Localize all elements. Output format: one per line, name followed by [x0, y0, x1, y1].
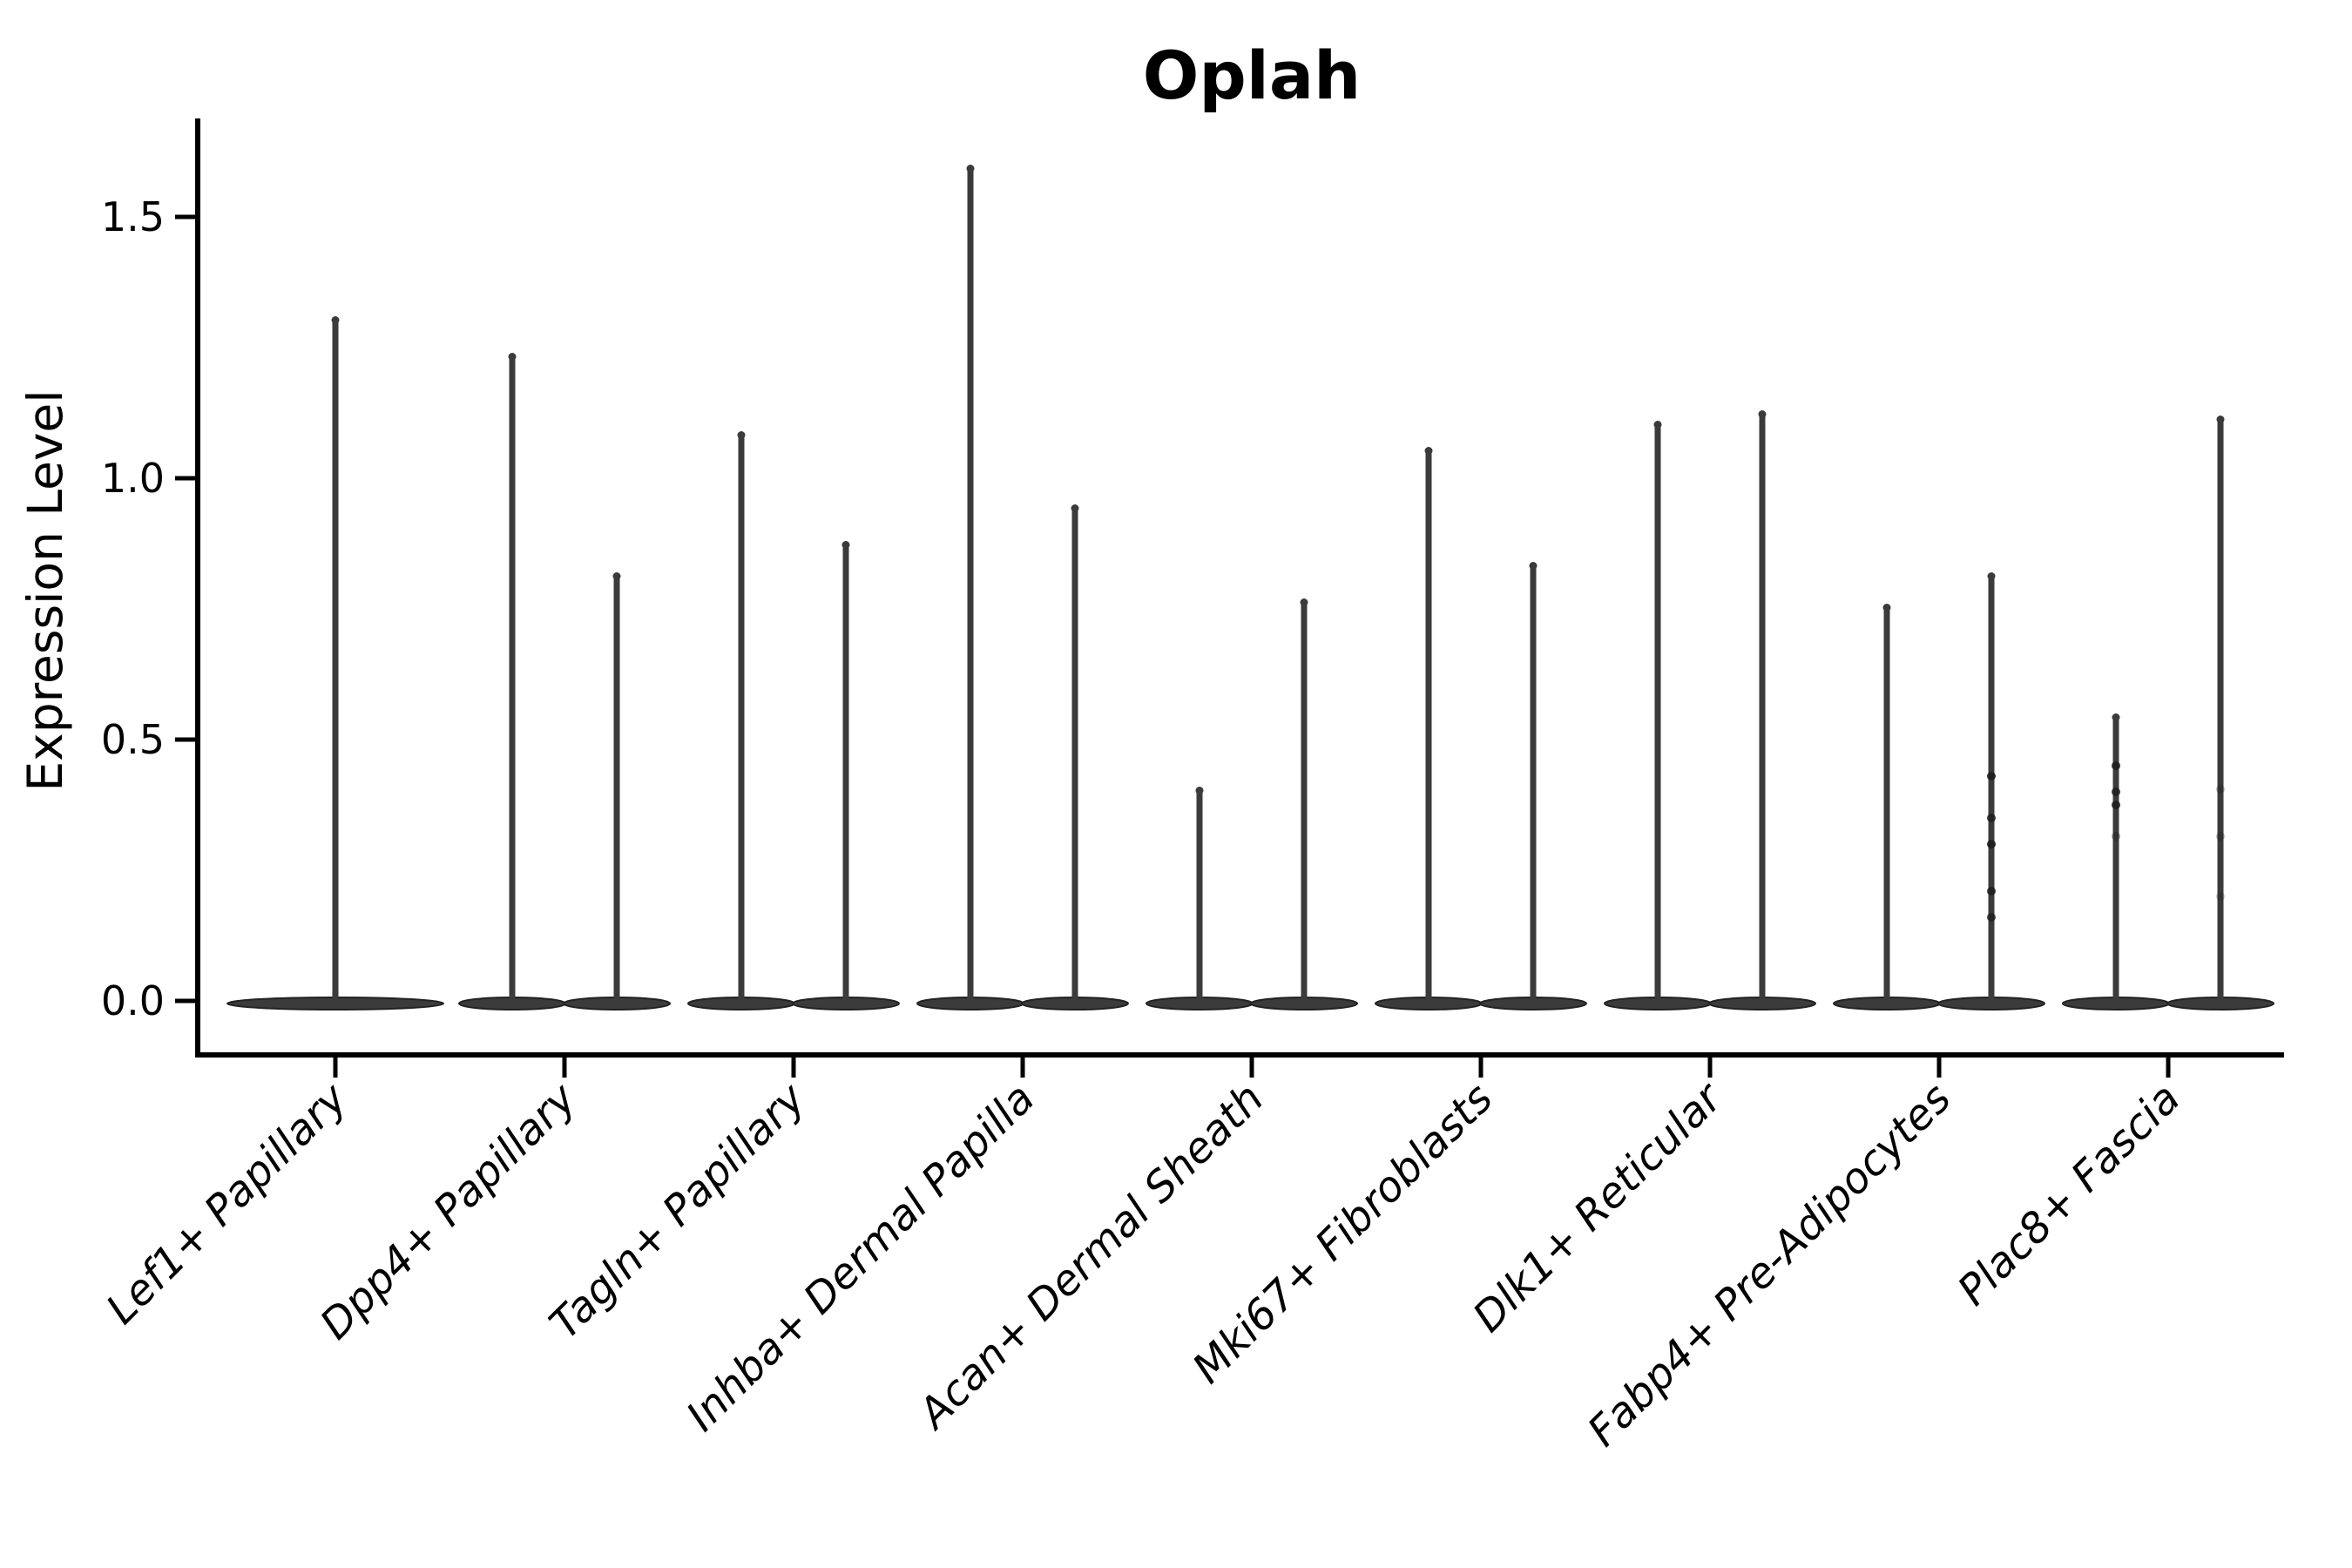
violin-group [2062, 416, 2274, 1010]
y-tick-label: 0.5 [101, 716, 165, 763]
x-tick-label: Plac8+ Fascia [1949, 1074, 2190, 1315]
violin-group [916, 165, 1129, 1010]
x-tick-label: Dlk1+ Reticular [1463, 1072, 1734, 1342]
cell-point [1987, 772, 1996, 781]
violin-tip [2112, 713, 2120, 721]
cell-point [1987, 913, 1996, 922]
violin-group [1146, 598, 1358, 1010]
cell-point [1987, 887, 1996, 896]
x-tick-label: Dpp4+ Papillary [311, 1073, 586, 1348]
violin-tip [1195, 787, 1204, 794]
violin-tip [1071, 504, 1079, 512]
violin-tip [966, 165, 975, 172]
x-tick-label: Lef1+ Papillary [97, 1073, 357, 1334]
violin-tip [508, 353, 517, 361]
violin-group [1375, 447, 1587, 1010]
cell-point [1987, 840, 1996, 848]
cell-point [2112, 801, 2120, 809]
cell-point [2112, 761, 2120, 770]
cell-point [1987, 814, 1996, 822]
y-tick-label: 0.0 [101, 977, 165, 1024]
y-axis-ticks: 1.5 1.0 0.5 0.0 [101, 193, 198, 1024]
violin-tip [331, 316, 340, 324]
cell-point [2216, 892, 2225, 901]
violin-group [226, 316, 444, 1010]
violin-tip [737, 431, 746, 439]
cell-point [2112, 787, 2120, 796]
violin-tip [1424, 447, 1433, 455]
violin-group [1833, 572, 2045, 1010]
violin-tip [1653, 421, 1662, 429]
y-tick-label: 1.5 [101, 193, 165, 240]
x-axis-ticks [333, 1055, 2171, 1078]
violin-group [1604, 410, 1816, 1010]
violin-tip [1529, 562, 1538, 570]
x-tick-label: Fabp4+ Pre-Adipocytes [1578, 1074, 1961, 1456]
violin-tip [1758, 410, 1767, 418]
violin-tip [841, 541, 850, 549]
violin-tip [2216, 416, 2225, 423]
y-tick-label: 1.0 [101, 455, 165, 502]
violin-group [687, 431, 900, 1010]
violin-group [458, 353, 671, 1010]
cell-point [2216, 785, 2225, 794]
x-tick-label: Tagln+ Papillary [540, 1073, 815, 1348]
violin-tip [1300, 598, 1308, 606]
violin-tip [612, 572, 621, 580]
y-axis-label: Expression Level [17, 389, 73, 791]
violin-tip [1987, 572, 1996, 580]
cell-point [2112, 832, 2120, 841]
cell-point [2216, 832, 2225, 841]
violins [226, 165, 2274, 1010]
chart-title: Oplah [1143, 37, 1361, 114]
violin-tip [1882, 604, 1891, 612]
